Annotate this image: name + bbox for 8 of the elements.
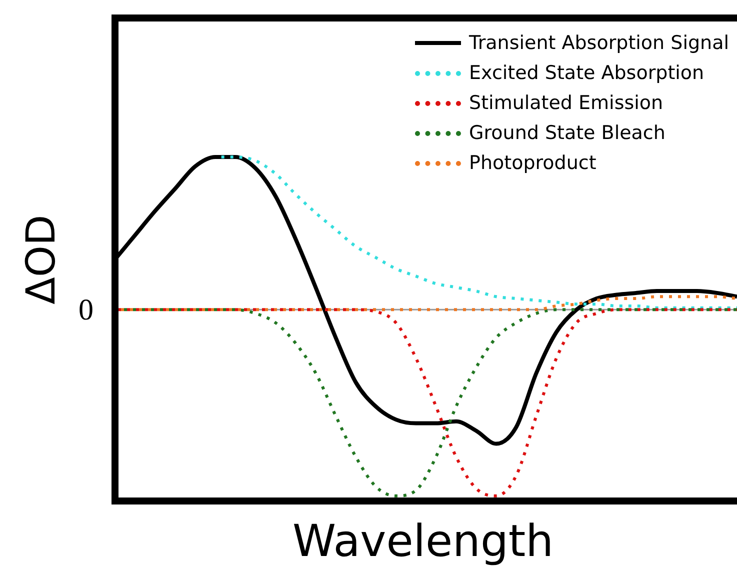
x-axis-title: Wavelength <box>292 516 554 567</box>
legend-label: Ground State Bleach <box>469 121 666 146</box>
legend-label: Stimulated Emission <box>469 91 664 116</box>
legend-label: Excited State Absorption <box>469 61 704 86</box>
y-axis-title: ΔOD <box>18 214 64 304</box>
ref-line-label: 0 <box>78 294 94 327</box>
legend-label: Transient Absorption Signal <box>469 31 729 56</box>
legend-label: Photoproduct <box>469 151 596 176</box>
